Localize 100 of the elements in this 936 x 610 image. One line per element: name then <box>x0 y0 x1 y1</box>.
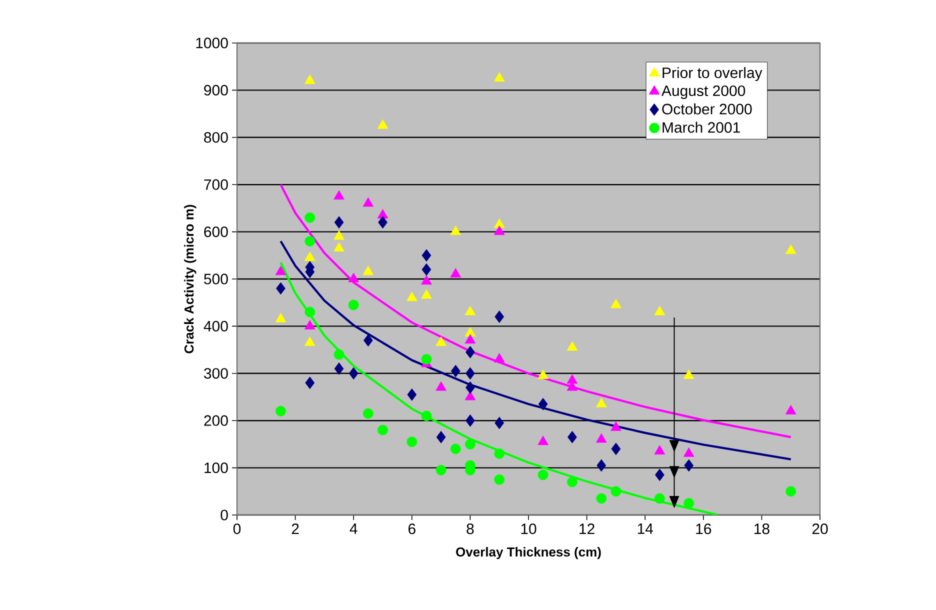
point <box>494 474 505 485</box>
point <box>566 374 578 384</box>
point <box>305 376 315 390</box>
point <box>786 486 796 497</box>
line-series <box>280 240 792 460</box>
point <box>494 448 505 459</box>
point <box>494 226 505 235</box>
point <box>466 346 475 358</box>
point <box>304 320 316 330</box>
line-series <box>280 261 720 515</box>
point <box>785 404 796 414</box>
point <box>611 442 621 456</box>
point <box>276 282 286 295</box>
point <box>362 266 374 276</box>
point <box>334 349 344 360</box>
point <box>596 493 607 504</box>
point <box>348 272 359 282</box>
point <box>566 341 578 351</box>
point <box>538 436 548 446</box>
point <box>567 476 578 488</box>
point <box>494 416 504 430</box>
y-tick-label: 800 <box>204 132 228 143</box>
x-tick-label: 0 <box>233 524 241 534</box>
point <box>450 364 460 378</box>
point <box>684 459 694 472</box>
x-tick-label: 6 <box>408 524 416 534</box>
point <box>494 218 505 228</box>
y-tick-label: 600 <box>204 226 228 238</box>
y-tick-label: 100 <box>204 462 228 474</box>
x-tick-label: 10 <box>521 524 536 534</box>
y-tick-label: 300 <box>204 368 228 379</box>
x-tick-label: 16 <box>696 524 712 534</box>
point <box>538 470 548 480</box>
point <box>785 244 796 254</box>
x-tick-label: 8 <box>466 524 474 534</box>
x-tick-label: 18 <box>754 524 770 534</box>
point <box>334 230 344 240</box>
point <box>538 370 548 379</box>
point <box>422 249 432 262</box>
point <box>436 336 446 346</box>
point <box>421 289 432 299</box>
x-axis-title: Overlay Thickness (cm) <box>456 547 601 560</box>
point <box>334 216 344 229</box>
legend-label: March 2001 <box>662 122 740 133</box>
point <box>304 252 316 261</box>
y-tick-label: 0 <box>220 510 228 520</box>
y-tick-label: 900 <box>204 84 228 96</box>
y-axis-title: Crack Activity (micro m) <box>184 204 196 354</box>
point <box>466 414 475 427</box>
point <box>654 468 664 482</box>
point <box>377 119 388 129</box>
point <box>362 197 374 207</box>
legend-label: Prior to overlay <box>662 67 762 82</box>
line-series <box>280 183 792 438</box>
point <box>406 292 418 302</box>
point <box>304 306 316 318</box>
point <box>610 486 622 497</box>
point <box>407 388 417 401</box>
point <box>568 430 577 444</box>
point <box>466 367 475 380</box>
point <box>464 334 476 344</box>
point <box>363 334 373 347</box>
point <box>450 226 462 235</box>
point <box>464 327 476 336</box>
point <box>494 72 505 82</box>
point <box>654 306 666 316</box>
point <box>494 353 505 362</box>
point <box>422 263 432 276</box>
y-tick-label: 500 <box>204 274 228 284</box>
point <box>304 336 316 346</box>
x-tick-label: 4 <box>350 524 358 534</box>
point <box>304 74 316 84</box>
y-tick-label: 700 <box>204 179 228 190</box>
point <box>436 430 446 444</box>
point <box>378 424 388 436</box>
point <box>466 381 475 394</box>
point <box>421 275 432 285</box>
point <box>436 381 446 391</box>
point <box>538 398 548 410</box>
point <box>334 362 344 375</box>
legend-label: August 2000 <box>662 85 746 100</box>
y-tick-label: 400 <box>204 320 228 332</box>
point <box>304 236 316 246</box>
point <box>683 447 694 457</box>
point <box>362 408 374 419</box>
point <box>276 406 286 416</box>
point <box>596 433 607 443</box>
x-tick-label: 2 <box>292 524 299 534</box>
point <box>654 445 666 454</box>
x-tick-label: 20 <box>812 524 828 534</box>
point <box>436 464 446 476</box>
point <box>275 266 286 276</box>
point <box>334 242 344 252</box>
point <box>464 306 476 316</box>
point <box>450 444 461 454</box>
point <box>596 398 607 408</box>
y-tick-label: 200 <box>204 415 228 426</box>
point <box>450 268 462 278</box>
point <box>348 300 359 310</box>
point <box>406 436 418 448</box>
